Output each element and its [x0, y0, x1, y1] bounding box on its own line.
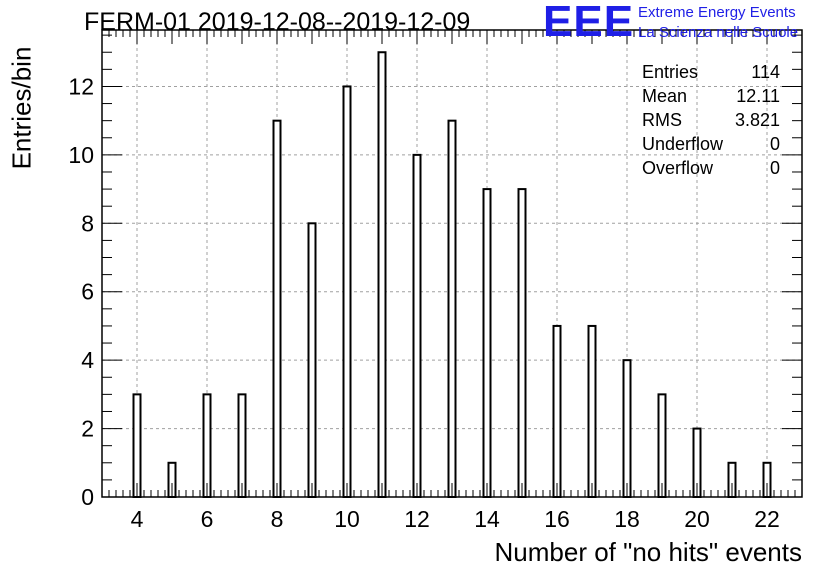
histogram-bar [482, 188, 492, 498]
logo-text-line2: La Scienza nelle Scuole [638, 24, 799, 41]
histogram-bar [272, 119, 282, 499]
y-tick-label: 6 [81, 279, 94, 305]
histogram-bar [552, 324, 562, 499]
x-tick-label: 12 [404, 506, 430, 532]
stat-value: 114 [751, 62, 780, 82]
x-tick-label: 14 [474, 506, 500, 532]
stat-label: RMS [642, 110, 682, 130]
tick-labels: 4 6 8 10 12 14 16 18 20 22 0 2 4 6 8 10 12 [68, 73, 779, 532]
x-tick-label: 6 [201, 506, 214, 532]
y-tick-label: 10 [68, 142, 94, 168]
x-tick-label: 10 [334, 506, 360, 532]
stat-row-mean: Mean 12.11 [642, 84, 780, 108]
histogram-bar [202, 393, 212, 498]
x-tick-label: 18 [614, 506, 640, 532]
axis-ticks [101, 30, 803, 498]
stat-row-overflow: Overflow 0 [642, 156, 780, 180]
histogram-bar [517, 188, 527, 498]
stat-value: 3.821 [734, 110, 780, 130]
histogram-bar [237, 393, 247, 498]
y-axis-label: Entries/bin [6, 46, 37, 170]
x-tick-label: 22 [754, 506, 780, 532]
stat-value: 12.11 [736, 86, 780, 106]
stat-row-rms: RMS 3.821 [642, 108, 780, 132]
histogram-bar [412, 153, 422, 498]
histogram-bar [447, 119, 457, 499]
stat-label: Mean [642, 86, 688, 106]
y-tick-label: 0 [81, 484, 94, 510]
stat-row-entries: Entries 114 [642, 60, 780, 84]
eee-logo: EEE Extreme Energy Events La Scienza nel… [543, 0, 833, 46]
histogram-bar [377, 51, 387, 498]
stats-box: Entries 114 Mean 12.11 RMS 3.821 Underfl… [642, 60, 780, 180]
histogram-bar [342, 85, 352, 498]
stat-label: Underflow [642, 134, 724, 154]
stat-value: 0 [769, 158, 780, 178]
x-axis-label: Number of "no hits" events [494, 537, 803, 567]
stat-row-underflow: Underflow 0 [642, 132, 780, 156]
chart-title: FERM-01 2019-12-08--2019-12-09 [84, 8, 471, 36]
stat-label: Entries [642, 62, 699, 82]
y-tick-label: 2 [81, 416, 94, 442]
y-tick-label: 4 [81, 347, 94, 373]
stat-label: Overflow [642, 158, 714, 178]
y-tick-label: 8 [81, 210, 94, 236]
histogram-bar [657, 393, 667, 498]
histogram-bar [132, 393, 142, 498]
histogram-bar [622, 359, 632, 498]
x-tick-label: 16 [544, 506, 570, 532]
x-tick-label: 4 [131, 506, 144, 532]
histogram-bar [587, 324, 597, 499]
y-tick-label: 12 [68, 73, 94, 99]
eee-logo-mark: EEE [543, 0, 635, 46]
histogram-bar [307, 222, 317, 499]
x-tick-label: 8 [271, 506, 284, 532]
logo-text-line1: Extreme Energy Events [638, 4, 796, 21]
x-tick-label: 20 [684, 506, 710, 532]
stat-value: 0 [769, 134, 780, 154]
